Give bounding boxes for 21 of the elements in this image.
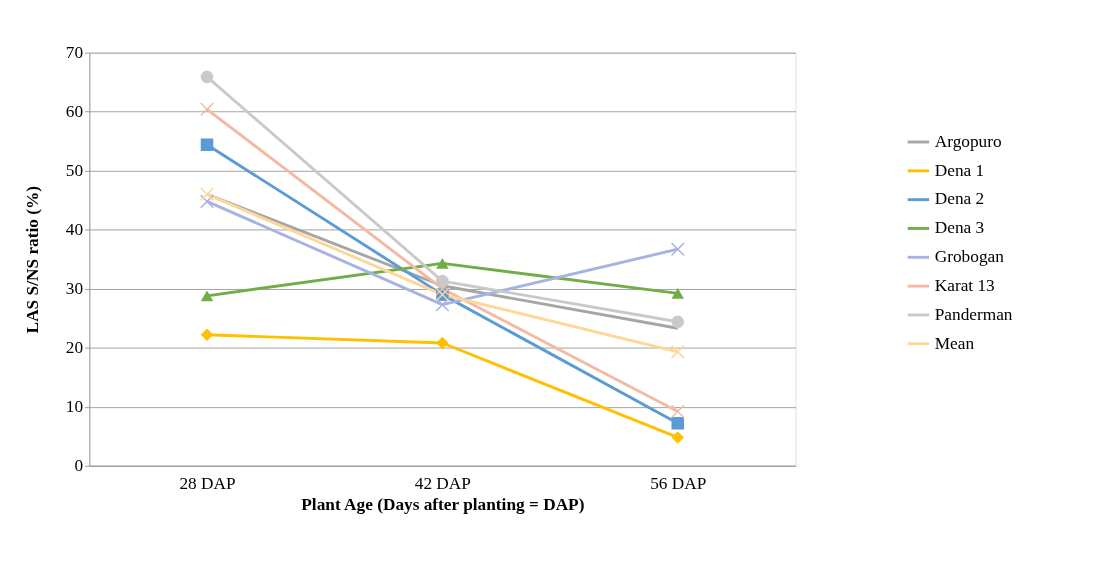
y-tick-label: 10 [65,397,84,417]
x-tick-label: 56 DAP [650,474,707,494]
y-axis-title: LAS S/NS ratio (%) [22,186,42,334]
x-tick-label: 42 DAP [414,474,471,494]
legend-label: Dena 3 [934,218,985,238]
legend-label: Panderman [934,304,1013,324]
y-tick-label: 60 [65,101,84,121]
y-tick-label: 30 [65,279,84,299]
y-tick-label: 50 [65,160,84,180]
y-tick-label: 70 [65,42,84,62]
x-axis-title: Plant Age (Days after planting = DAP) [301,495,585,515]
legend-label: Dena 1 [934,160,985,180]
legend-label: Dena 2 [934,189,985,209]
legend-label: Argopuro [934,131,1002,151]
legend-label: Grobogan [934,247,1005,267]
y-tick-label: 0 [74,456,84,476]
x-tick-label: 28 DAP [179,474,236,494]
y-tick-label: 20 [65,338,84,358]
legend-label: Karat 13 [934,275,995,295]
legend-label: Mean [934,333,975,353]
y-tick-label: 40 [65,219,84,239]
